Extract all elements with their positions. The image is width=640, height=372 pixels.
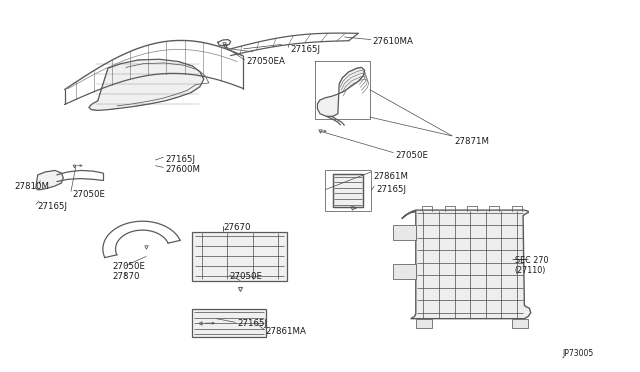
Polygon shape <box>89 59 204 110</box>
Text: 27050E: 27050E <box>72 190 105 199</box>
Text: 27870: 27870 <box>113 272 140 281</box>
Bar <box>416 319 432 328</box>
Text: 27050E: 27050E <box>396 151 428 160</box>
Text: SEC 270: SEC 270 <box>515 256 548 265</box>
Text: 27600M: 27600M <box>166 165 200 174</box>
Text: 27165J: 27165J <box>166 155 195 164</box>
Bar <box>394 264 416 279</box>
Text: 27810M: 27810M <box>15 182 50 191</box>
Text: 27165J: 27165J <box>376 185 406 194</box>
Bar <box>394 225 416 240</box>
Polygon shape <box>402 210 531 319</box>
Text: 27050EA: 27050EA <box>246 57 285 66</box>
Bar <box>511 319 527 328</box>
Text: 27610MA: 27610MA <box>372 37 413 46</box>
Text: 27670: 27670 <box>223 223 250 232</box>
Polygon shape <box>36 170 63 190</box>
Text: JP73005: JP73005 <box>563 349 594 358</box>
Text: 27165J: 27165J <box>237 320 267 328</box>
Text: (27110): (27110) <box>515 266 546 275</box>
Text: 27165J: 27165J <box>38 202 68 211</box>
Text: 27871M: 27871M <box>454 137 489 146</box>
Bar <box>192 232 287 280</box>
Text: 27165J: 27165J <box>290 45 320 54</box>
Polygon shape <box>317 67 365 116</box>
Text: 27050E: 27050E <box>229 272 262 281</box>
Text: 27861MA: 27861MA <box>266 327 307 336</box>
Text: 27050E: 27050E <box>113 262 145 271</box>
Text: 27861M: 27861M <box>374 172 409 181</box>
Polygon shape <box>192 309 266 337</box>
Polygon shape <box>333 174 364 208</box>
